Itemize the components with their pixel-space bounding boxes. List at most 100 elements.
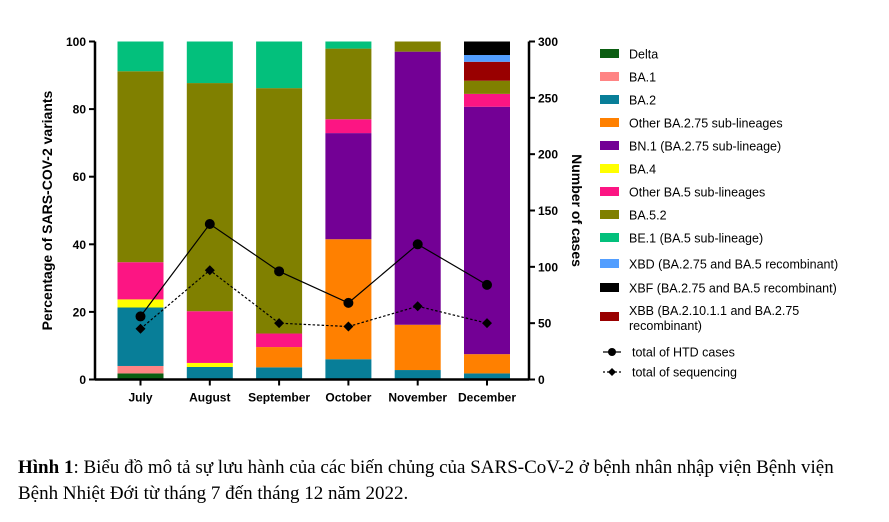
legend-swatch — [600, 118, 619, 127]
legend-swatch — [600, 49, 619, 58]
bar-segment — [394, 324, 441, 371]
bar-segment — [256, 88, 303, 334]
bar-segment — [186, 311, 233, 363]
x-tick-label: December — [458, 391, 516, 405]
legend-label: BA.1 — [629, 71, 656, 85]
legend-swatch — [600, 259, 619, 268]
legend-marker — [608, 368, 616, 376]
legend-label: total of HTD cases — [632, 346, 735, 360]
legend-swatch — [600, 187, 619, 196]
bar-segment — [464, 80, 510, 94]
legend-swatch — [600, 233, 619, 242]
line-point — [482, 318, 492, 329]
bar-segment — [464, 93, 510, 107]
bar-segment — [325, 133, 372, 240]
legend-swatch — [600, 141, 619, 150]
x-tick-label: August — [189, 391, 230, 405]
line-point — [204, 219, 215, 230]
bar-segment — [394, 370, 441, 380]
y-right-tick-label: 300 — [538, 35, 558, 49]
bar-segment — [117, 41, 164, 72]
y-right-tick-label: 0 — [538, 373, 545, 387]
legend-label: recombinant) — [629, 319, 702, 333]
legend-label: BA.2 — [629, 94, 656, 108]
legend-label: BE.1 (BA.5 sub-lineage) — [629, 232, 763, 246]
line-point — [482, 279, 492, 290]
bar-segment — [325, 48, 372, 120]
figure-caption: Hình 1: Biểu đồ mô tả sự lưu hành của cá… — [18, 455, 878, 507]
bar-segment — [464, 55, 510, 62]
bar-segment — [117, 71, 164, 263]
legend-label: total of sequencing — [632, 366, 737, 380]
line-point — [343, 297, 354, 308]
legend-label: Delta — [629, 48, 658, 62]
y-right-axis-title: Number of cases — [569, 154, 585, 267]
bar-segment — [325, 41, 372, 49]
legend-label: XBD (BA.2.75 and BA.5 recombinant) — [629, 258, 838, 272]
legend-swatch — [600, 72, 619, 81]
bar-segment — [117, 365, 164, 374]
line-point — [135, 323, 146, 334]
bar-segment — [117, 262, 164, 300]
line-series — [140, 269, 488, 330]
line-point — [343, 321, 354, 332]
bar-segment — [325, 119, 372, 134]
bar-segment — [256, 41, 303, 89]
bar-segment — [117, 299, 164, 308]
legend-label: Other BA.5 sub-lineages — [629, 186, 765, 200]
variant-chart: 0 20 40 60 80 100 0 50 100 150 200 250 300 July August… — [39, 35, 838, 405]
legend-label: BN.1 (BA.2.75 sub-lineage) — [629, 140, 781, 154]
bar-segment — [464, 106, 510, 355]
legend-swatch — [600, 95, 619, 104]
legend-label: Other BA.2.75 sub-lineages — [629, 117, 783, 131]
bar-segment — [186, 41, 233, 84]
y-right-tick-label: 100 — [538, 260, 558, 274]
bar-segment — [186, 366, 233, 380]
caption-label: Hình 1 — [18, 457, 74, 478]
legend-label: XBF (BA.2.75 and BA.5 recombinant) — [629, 282, 837, 296]
x-tick-label: July — [128, 391, 152, 405]
bar-segment — [394, 41, 441, 52]
legend-swatch — [600, 283, 619, 292]
bar-segment — [117, 373, 164, 380]
bar-segment — [256, 333, 303, 348]
y-tick-label: 100 — [66, 35, 86, 49]
bar-segment — [464, 61, 510, 81]
legend-swatch — [600, 164, 619, 173]
bar-segment — [464, 354, 510, 374]
bar-segment — [186, 83, 233, 312]
y-right-tick-label: 50 — [538, 317, 552, 331]
y-right-tick-label: 150 — [538, 204, 558, 218]
y-right-tick-label: 200 — [538, 148, 558, 162]
line-point — [412, 301, 423, 312]
bar-segment — [325, 359, 372, 380]
y-tick-label: 0 — [79, 373, 86, 387]
legend-swatch — [600, 312, 619, 321]
caption-text: : Biểu đồ mô tả sự lưu hành của các biến… — [18, 457, 834, 504]
line-point — [204, 265, 215, 276]
y-right-tick-label: 250 — [538, 91, 558, 105]
legend-marker — [608, 348, 616, 356]
x-tick-label: November — [388, 391, 447, 405]
legend-label: BA.4 — [629, 163, 656, 177]
bar-segment — [186, 362, 233, 367]
line-series — [140, 223, 488, 317]
y-tick-label: 80 — [73, 103, 87, 117]
legend-swatch — [600, 210, 619, 219]
legend-label: BA.5.2 — [629, 209, 667, 223]
y-tick-label: 20 — [73, 305, 87, 319]
x-tick-label: October — [325, 391, 371, 405]
line-point — [274, 318, 285, 329]
bar-segment — [394, 51, 441, 325]
bar-segment — [464, 41, 510, 56]
bar-segment — [256, 347, 303, 368]
line-point — [274, 266, 285, 277]
line-point — [135, 311, 146, 322]
y-tick-label: 60 — [73, 170, 87, 184]
y-axis-title: Percentage of SARS-COV-2 variants — [39, 90, 55, 330]
x-tick-label: September — [248, 391, 310, 405]
legend-label: XBB (BA.2.10.1.1 and BA.2.75 — [629, 304, 799, 318]
bar-segment — [256, 367, 303, 380]
bar-segment — [464, 373, 510, 380]
y-tick-label: 40 — [73, 238, 87, 252]
